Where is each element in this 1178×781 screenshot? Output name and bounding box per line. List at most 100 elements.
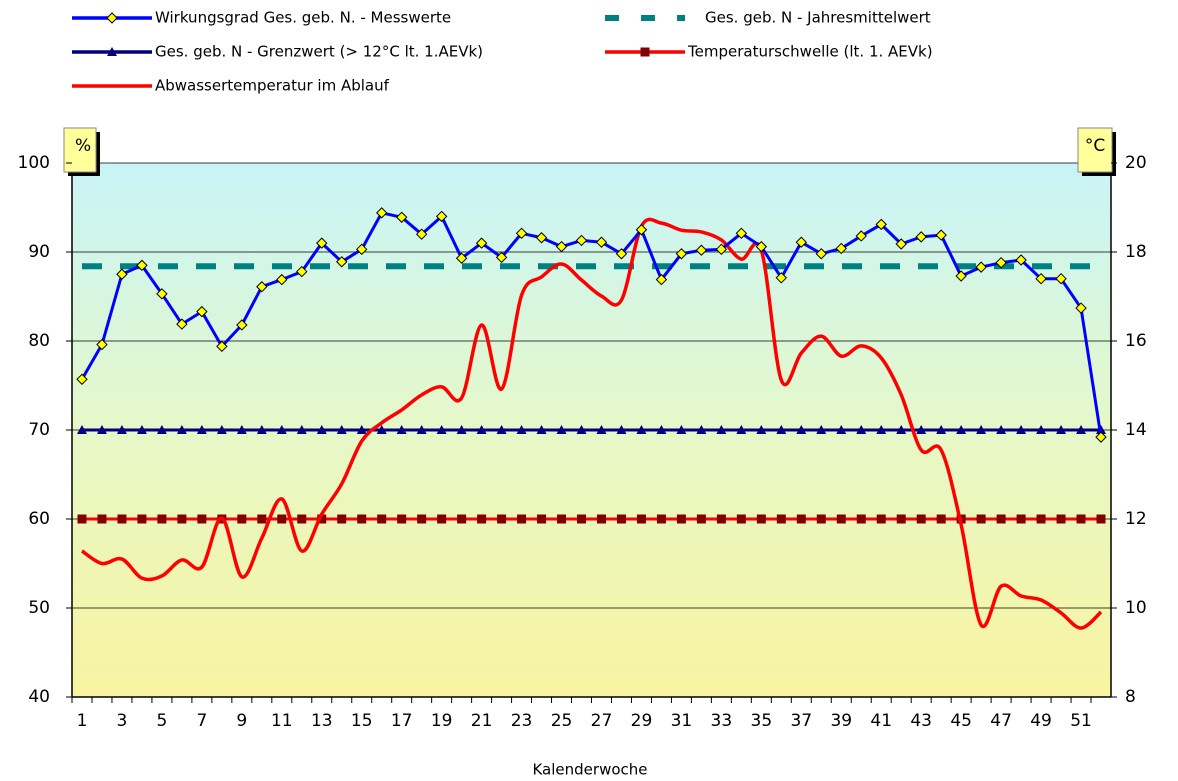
marker [736,425,747,434]
marker [615,248,628,260]
marker [157,514,167,524]
y-tick-label: 60 [28,509,50,529]
y-tick-label: 80 [28,331,50,351]
marker [237,514,247,524]
y-tick-label: 50 [28,598,50,618]
marker [595,236,608,248]
y-tick-label: 70 [28,420,50,440]
marker [1016,514,1026,524]
marker [756,514,766,524]
marker [316,237,328,249]
marker [76,373,88,385]
marker [896,514,906,524]
marker [715,243,728,256]
marker [276,273,288,286]
marker [915,231,927,243]
marker [996,425,1007,434]
series-line [80,217,1103,630]
marker [636,514,646,524]
marker [137,514,147,524]
marker [616,514,626,524]
marker [336,425,347,434]
marker [996,514,1006,524]
marker [216,340,228,353]
marker [755,240,768,253]
marker [1055,272,1067,285]
marker [436,425,447,434]
marker [695,244,708,256]
marker [936,425,947,434]
x-tick-label: 29 [631,711,653,731]
marker [976,514,986,524]
series [77,514,1106,524]
x-tick-label: 15 [351,711,373,731]
marker [916,425,927,434]
marker [716,514,726,524]
y2-tick-label: 18 [1125,242,1147,262]
marker [276,425,287,434]
marker [1035,272,1047,285]
marker [796,425,807,434]
y-unit: % [75,136,91,156]
marker [896,425,907,434]
marker [555,240,568,253]
marker [616,425,627,434]
marker [437,514,447,524]
x-tick-label: 39 [830,711,852,731]
marker [815,248,827,260]
marker [236,425,247,434]
marker [696,425,707,434]
x-tick-label: 43 [910,711,932,731]
x-tick-label: 35 [751,711,773,731]
marker [317,514,327,524]
marker [256,281,268,293]
marker [117,514,127,524]
marker [836,514,846,524]
y2-tick-label: 8 [1125,687,1136,707]
series-line [80,211,1103,438]
marker [515,227,528,240]
marker [656,425,667,434]
marker [756,425,767,434]
marker [216,425,227,434]
marker [156,425,167,434]
marker [376,425,387,434]
marker [596,425,607,434]
marker [1036,514,1046,524]
marker [116,425,127,434]
marker [536,425,547,434]
marker [955,270,967,282]
marker [776,425,787,434]
marker [96,338,108,351]
marker [537,514,547,524]
marker [457,514,467,524]
marker [297,514,307,524]
marker [516,425,527,434]
x-tick-label: 13 [311,711,333,731]
marker [1036,425,1047,434]
marker [995,256,1007,269]
marker [640,47,650,57]
marker [596,514,606,524]
marker [196,305,208,318]
marker [375,207,388,219]
marker [456,425,467,434]
marker [495,251,508,264]
x-tick-label: 37 [790,711,812,731]
marker [197,514,207,524]
marker [236,319,248,331]
marker [277,514,287,524]
marker [556,425,567,434]
marker [676,514,686,524]
x-tick-label: 7 [196,711,207,731]
y2-tick-label: 16 [1125,331,1147,351]
unit-box [63,127,97,173]
marker [136,259,148,272]
marker [156,288,168,300]
x-tick-label: 21 [471,711,493,731]
x-tick-label: 27 [591,711,613,731]
marker [496,425,507,434]
series [76,425,1107,434]
marker [316,425,327,434]
